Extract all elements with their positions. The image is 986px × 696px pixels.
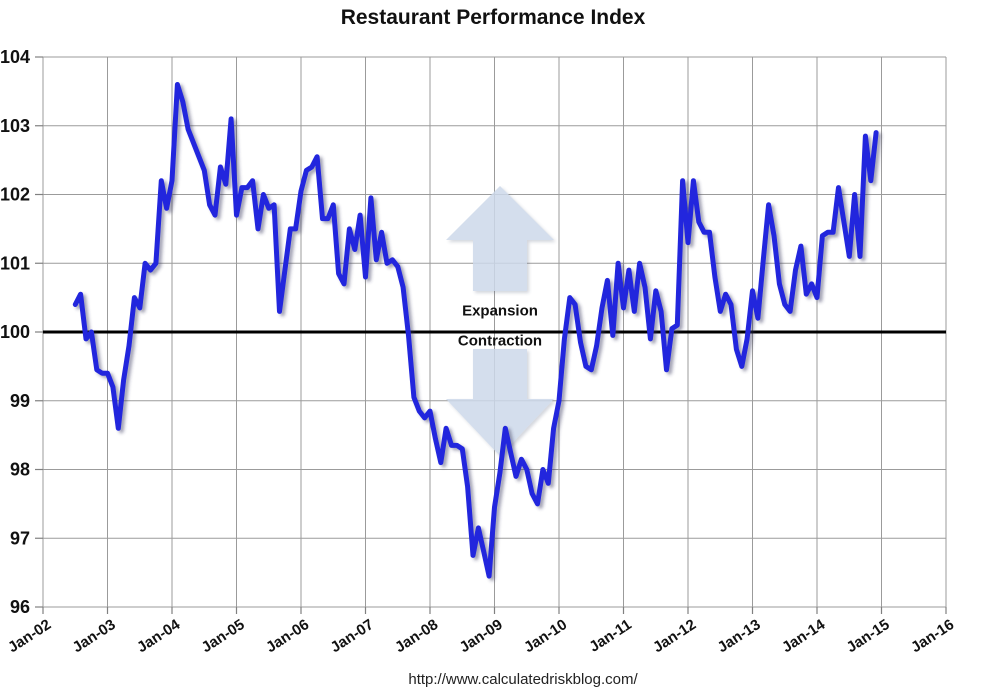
x-tick-label: Jan-11 (586, 616, 634, 656)
y-tick-label: 97 (10, 528, 30, 548)
expansion-label: Expansion (462, 302, 538, 320)
x-tick-label: Jan-02 (5, 616, 54, 656)
x-tick-label: Jan-16 (908, 616, 957, 656)
y-tick-label: 104 (0, 47, 30, 67)
source-url: http://www.calculatedriskblog.com/ (408, 671, 638, 688)
contraction-down-arrow-icon (446, 349, 554, 456)
x-tick-label: Jan-04 (134, 616, 184, 657)
x-tick-label: Jan-08 (392, 616, 441, 656)
y-tick-label: 96 (10, 597, 30, 617)
expansion-up-arrow-icon (446, 186, 554, 291)
y-tick-label: 98 (10, 460, 30, 480)
x-tick-label: Jan-05 (199, 616, 248, 656)
x-tick-label: Jan-12 (650, 616, 699, 656)
y-tick-label: 100 (0, 322, 30, 342)
y-tick-label: 102 (0, 185, 30, 205)
y-tick-label: 101 (0, 253, 30, 273)
contraction-label: Contraction (457, 332, 543, 350)
x-tick-label: Jan-10 (521, 616, 570, 656)
x-tick-label: Jan-09 (457, 616, 506, 656)
x-tick-label: Jan-07 (328, 616, 377, 656)
y-tick-label: 99 (10, 391, 30, 411)
rpi-data-line (72, 82, 879, 579)
y-tick-label: 103 (0, 116, 30, 136)
x-tick-label: Jan-14 (779, 616, 829, 657)
x-tick-label: Jan-03 (70, 616, 119, 656)
chart-title: Restaurant Performance Index (340, 6, 646, 29)
x-tick-label: Jan-15 (844, 616, 893, 656)
x-tick-label: Jan-06 (263, 616, 312, 656)
x-tick-label: Jan-13 (715, 616, 764, 656)
